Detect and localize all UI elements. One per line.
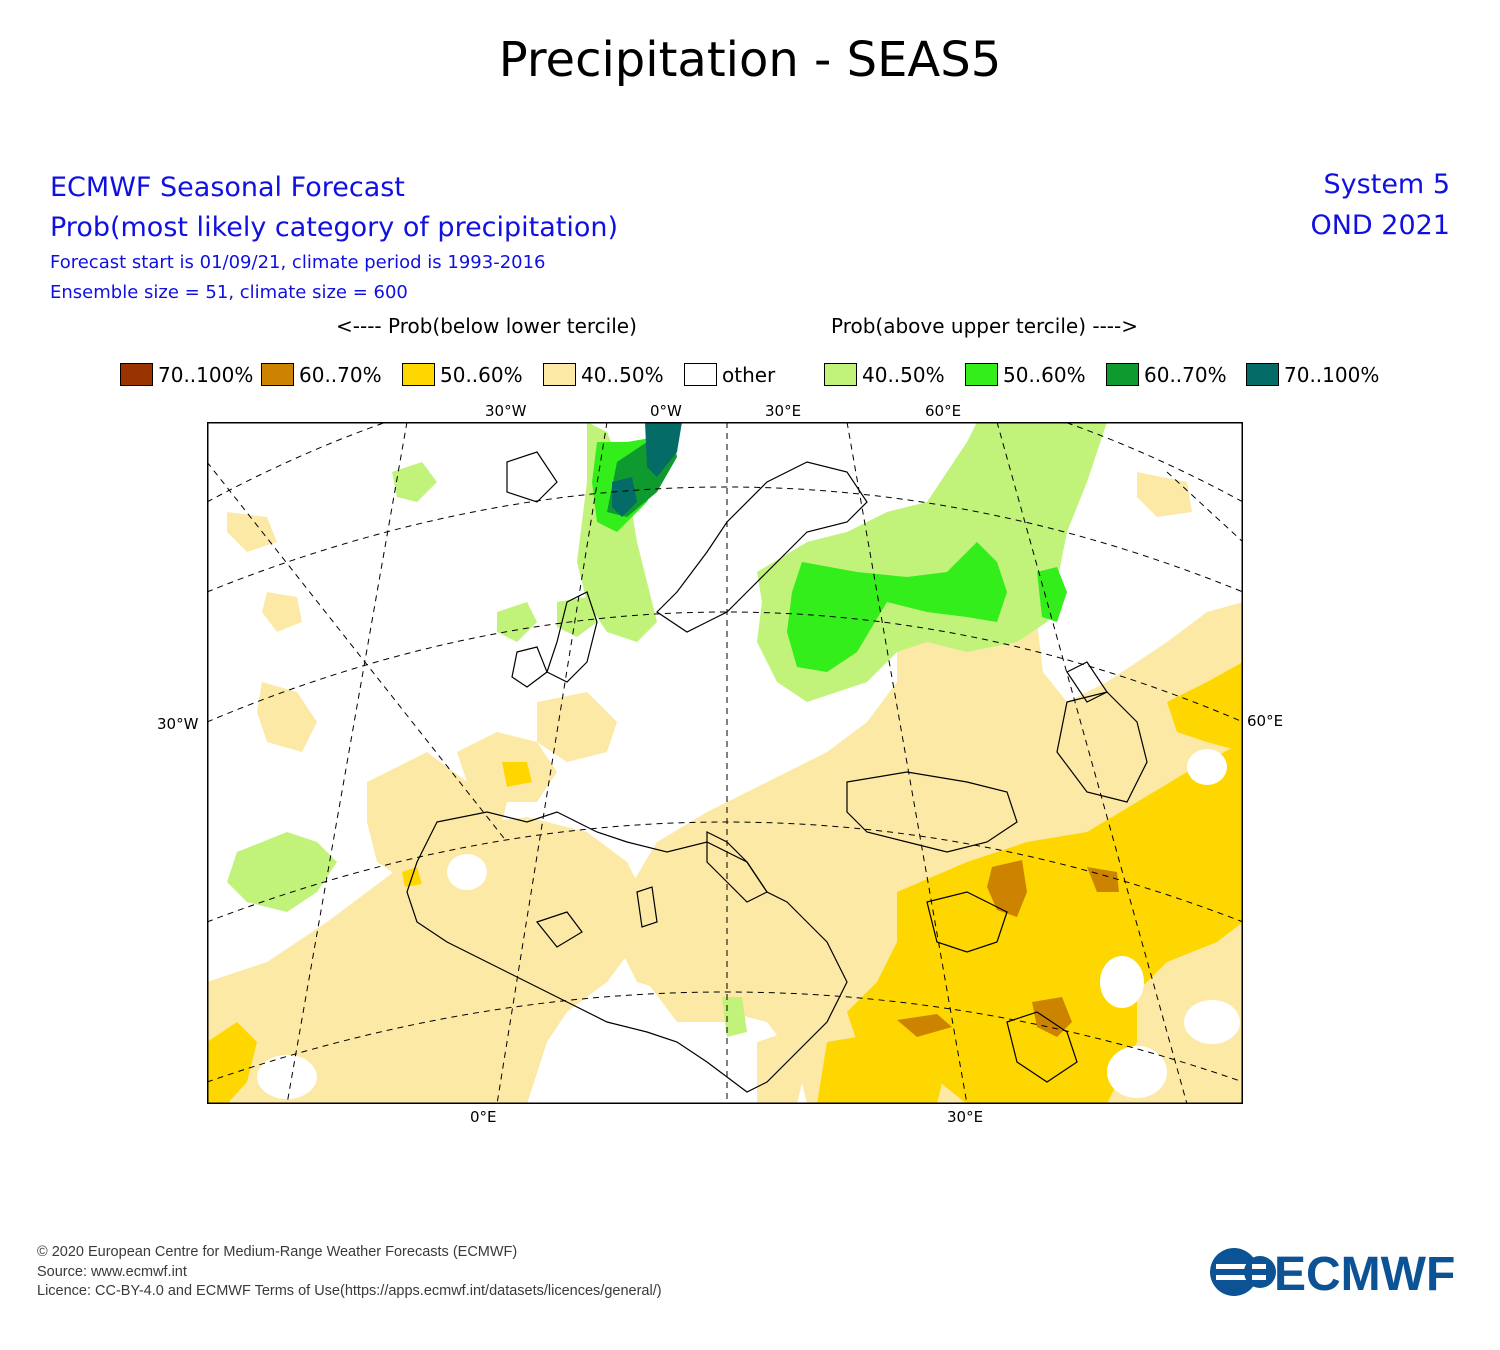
tick-bottom-30e: 30°E — [947, 1108, 984, 1126]
ensemble-info: Ensemble size = 51, climate size = 600 — [50, 282, 408, 303]
below-60-70-areas — [897, 860, 1119, 1037]
tick-top-60e: 60°E — [925, 402, 962, 420]
legend-swatch — [120, 363, 153, 386]
legend-swatch — [1246, 363, 1279, 386]
tick-top-0w: 0°W — [650, 402, 682, 420]
system-info: System 5 OND 2021 — [1310, 164, 1450, 246]
page-title: Precipitation - SEAS5 — [498, 32, 1002, 88]
legend-above-title: Prob(above upper tercile) ----> — [831, 314, 1138, 338]
legend-label: 70..100% — [158, 363, 254, 387]
legend-label: 60..70% — [299, 363, 382, 387]
legend-swatch — [824, 363, 857, 386]
legend-label: other — [722, 363, 776, 387]
copyright: © 2020 European Centre for Medium-Range … — [37, 1244, 518, 1260]
source-link[interactable]: Source: www.ecmwf.int — [37, 1263, 187, 1280]
other-areas — [257, 749, 1240, 1099]
system-label: System 5 — [1323, 169, 1450, 200]
tick-right-60e: 60°E — [1247, 712, 1284, 730]
legend-label: 50..60% — [440, 363, 523, 387]
graticule — [207, 422, 1243, 1104]
legend-label: 60..70% — [1144, 363, 1227, 387]
probability-map — [207, 422, 1243, 1104]
legend-swatch — [684, 363, 717, 386]
period-label: OND 2021 — [1310, 210, 1450, 241]
tick-bottom-0e: 0°E — [470, 1108, 497, 1126]
licence: Licence: CC-BY-4.0 and ECMWF Terms of Us… — [37, 1283, 662, 1299]
legend-swatch — [1106, 363, 1139, 386]
tick-left-30w: 30°W — [157, 715, 199, 733]
map-frame — [207, 422, 1243, 1104]
ecmwf-logo-icon — [1210, 1248, 1276, 1296]
tick-top-30w: 30°W — [485, 402, 527, 420]
ecmwf-logo-text: ECMWF — [1274, 1248, 1455, 1300]
coastlines — [406, 451, 1148, 1093]
tick-top-30e: 30°E — [765, 402, 802, 420]
legend-swatch — [402, 363, 435, 386]
legend-below-title: <---- Prob(below lower tercile) — [336, 314, 637, 338]
legend-swatch — [543, 363, 576, 386]
legend-swatch — [261, 363, 294, 386]
legend-label: 50..60% — [1003, 363, 1086, 387]
legend-label: 70..100% — [1284, 363, 1380, 387]
forecast-subtitle: Prob(most likely category of precipitati… — [50, 212, 619, 243]
legend-label: 40..50% — [862, 363, 945, 387]
footer: © 2020 European Centre for Medium-Range … — [37, 1243, 662, 1302]
legend-swatch — [965, 363, 998, 386]
above-70-100-areas — [612, 422, 682, 517]
ecmwf-logo: ECMWF — [1210, 1248, 1455, 1300]
below-50-60-areas — [207, 662, 1243, 1104]
forecast-start-info: Forecast start is 01/09/21, climate peri… — [50, 252, 546, 273]
forecast-title: ECMWF Seasonal Forecast — [50, 172, 405, 203]
legend-label: 40..50% — [581, 363, 664, 387]
forecast-header: ECMWF Seasonal Forecast Prob(most likely… — [50, 168, 618, 308]
